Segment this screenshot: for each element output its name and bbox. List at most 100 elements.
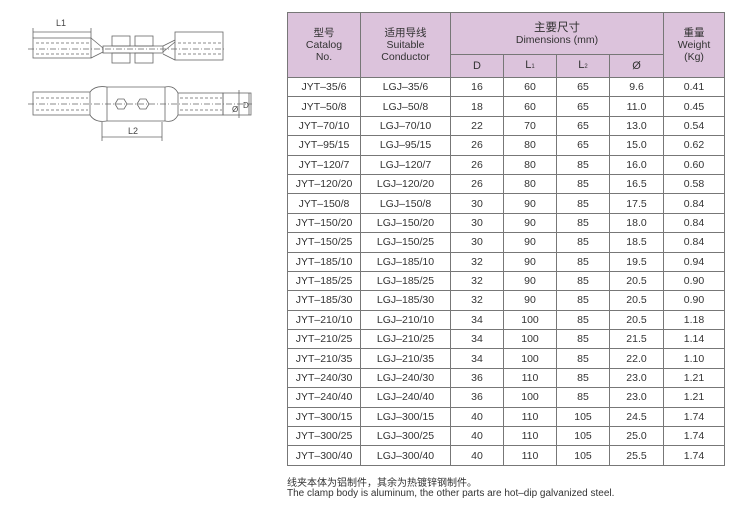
cell-l2: 105: [556, 426, 610, 447]
cell-l1: 100: [503, 387, 557, 408]
cell-l2: 105: [556, 406, 610, 428]
cell-catalog: JYT–210/35: [287, 348, 361, 369]
cell-d: 34: [450, 348, 504, 369]
table-row: JYT–210/25 LGJ–210/25 34 100 85 21.5 1.14: [287, 329, 725, 350]
note-english: The clamp body is aluminum, the other pa…: [287, 488, 615, 499]
cell-d: 40: [450, 406, 504, 428]
cell-l2: 65: [556, 76, 610, 98]
l2-label: L2: [128, 126, 138, 136]
table-row: JYT–185/10 LGJ–185/10 32 90 85 19.5 0.94: [287, 251, 725, 272]
cell-conductor: LGJ–210/25: [360, 329, 451, 350]
cell-weight: 0.62: [663, 135, 725, 156]
cell-weight: 0.90: [663, 290, 725, 311]
cell-l1: 110: [503, 406, 557, 428]
cell-l2: 85: [556, 212, 610, 234]
cell-catalog: JYT–240/40: [287, 387, 361, 408]
cell-weight: 0.94: [663, 251, 725, 272]
cell-catalog: JYT–185/25: [287, 270, 361, 292]
cell-weight: 1.18: [663, 309, 725, 331]
cell-l1: 110: [503, 367, 557, 389]
cell-l1: 60: [503, 76, 557, 98]
cell-l2: 85: [556, 154, 610, 175]
cell-phi: 18.5: [609, 232, 664, 253]
cell-catalog: JYT–185/10: [287, 251, 361, 272]
table-row: JYT–95/15 LGJ–95/15 26 80 65 15.0 0.62: [287, 135, 725, 156]
cell-catalog: JYT–300/40: [287, 445, 361, 466]
cell-l1: 80: [503, 135, 557, 156]
cell-catalog: JYT–95/15: [287, 135, 361, 156]
table-row: JYT–185/25 LGJ–185/25 32 90 85 20.5 0.90: [287, 270, 725, 292]
cell-phi: 21.5: [609, 329, 664, 350]
cell-d: 32: [450, 270, 504, 292]
phi-label: Ø: [232, 105, 238, 114]
cell-l1: 110: [503, 426, 557, 447]
table-row: JYT–120/7 LGJ–120/7 26 80 85 16.0 0.60: [287, 154, 725, 175]
table-row: JYT–185/30 LGJ–185/30 32 90 85 20.5 0.90: [287, 290, 725, 311]
cell-catalog: JYT–240/30: [287, 367, 361, 389]
cell-d: 26: [450, 154, 504, 175]
cell-phi: 16.0: [609, 154, 664, 175]
cell-l2: 105: [556, 445, 610, 466]
cell-l2: 85: [556, 232, 610, 253]
cell-catalog: JYT–50/8: [287, 96, 361, 117]
cell-phi: 23.0: [609, 387, 664, 408]
cell-d: 40: [450, 426, 504, 447]
cell-weight: 0.58: [663, 173, 725, 195]
cell-d: 36: [450, 367, 504, 389]
cell-conductor: LGJ–300/40: [360, 445, 451, 466]
cell-catalog: JYT–120/7: [287, 154, 361, 175]
cell-phi: 24.5: [609, 406, 664, 428]
cell-catalog: JYT–210/25: [287, 329, 361, 350]
cell-conductor: LGJ–50/8: [360, 96, 451, 117]
table-row: JYT–150/25 LGJ–150/25 30 90 85 18.5 0.84: [287, 232, 725, 253]
cell-d: 36: [450, 387, 504, 408]
cell-l2: 65: [556, 96, 610, 117]
cell-weight: 1.21: [663, 367, 725, 389]
cell-l1: 90: [503, 290, 557, 311]
cell-conductor: LGJ–300/15: [360, 406, 451, 428]
cell-l2: 85: [556, 173, 610, 195]
cell-phi: 25.5: [609, 445, 664, 466]
header-d: D: [450, 54, 504, 78]
cell-weight: 1.21: [663, 387, 725, 408]
header-l2: L2: [556, 54, 610, 78]
cell-l1: 90: [503, 251, 557, 272]
cell-phi: 18.0: [609, 212, 664, 234]
cell-conductor: LGJ–150/8: [360, 193, 451, 214]
table-row: JYT–210/35 LGJ–210/35 34 100 85 22.0 1.10: [287, 348, 725, 369]
table-row: JYT–150/8 LGJ–150/8 30 90 85 17.5 0.84: [287, 193, 725, 214]
cell-d: 22: [450, 115, 504, 137]
side-view: Ø D L2: [28, 86, 252, 141]
table-row: JYT–240/30 LGJ–240/30 36 110 85 23.0 1.21: [287, 367, 725, 389]
cell-weight: 0.45: [663, 96, 725, 117]
cell-phi: 11.0: [609, 96, 664, 117]
cell-l2: 85: [556, 367, 610, 389]
cell-phi: 9.6: [609, 76, 664, 98]
cell-phi: 15.0: [609, 135, 664, 156]
cell-conductor: LGJ–185/30: [360, 290, 451, 311]
cell-phi: 23.0: [609, 367, 664, 389]
cell-catalog: JYT–300/15: [287, 406, 361, 428]
cell-l2: 85: [556, 387, 610, 408]
cell-d: 26: [450, 173, 504, 195]
cell-catalog: JYT–210/10: [287, 309, 361, 331]
clamp-diagram: L1 Ø D L2: [28, 18, 252, 141]
cell-conductor: LGJ–185/25: [360, 270, 451, 292]
cell-weight: 0.84: [663, 232, 725, 253]
cell-phi: 13.0: [609, 115, 664, 137]
cell-d: 26: [450, 135, 504, 156]
table-row: JYT–35/6 LGJ–35/6 16 60 65 9.6 0.41: [287, 76, 725, 98]
top-view: L1: [28, 18, 225, 64]
cell-catalog: JYT–150/8: [287, 193, 361, 214]
cell-catalog: JYT–35/6: [287, 76, 361, 98]
cell-conductor: LGJ–240/30: [360, 367, 451, 389]
cell-l2: 85: [556, 270, 610, 292]
cell-l1: 80: [503, 173, 557, 195]
header-conductor: 适用导线 Suitable Conductor: [360, 12, 451, 78]
cell-d: 30: [450, 193, 504, 214]
cell-d: 18: [450, 96, 504, 117]
cell-weight: 0.84: [663, 212, 725, 234]
cell-d: 32: [450, 251, 504, 272]
cell-conductor: LGJ–95/15: [360, 135, 451, 156]
cell-weight: 1.10: [663, 348, 725, 369]
